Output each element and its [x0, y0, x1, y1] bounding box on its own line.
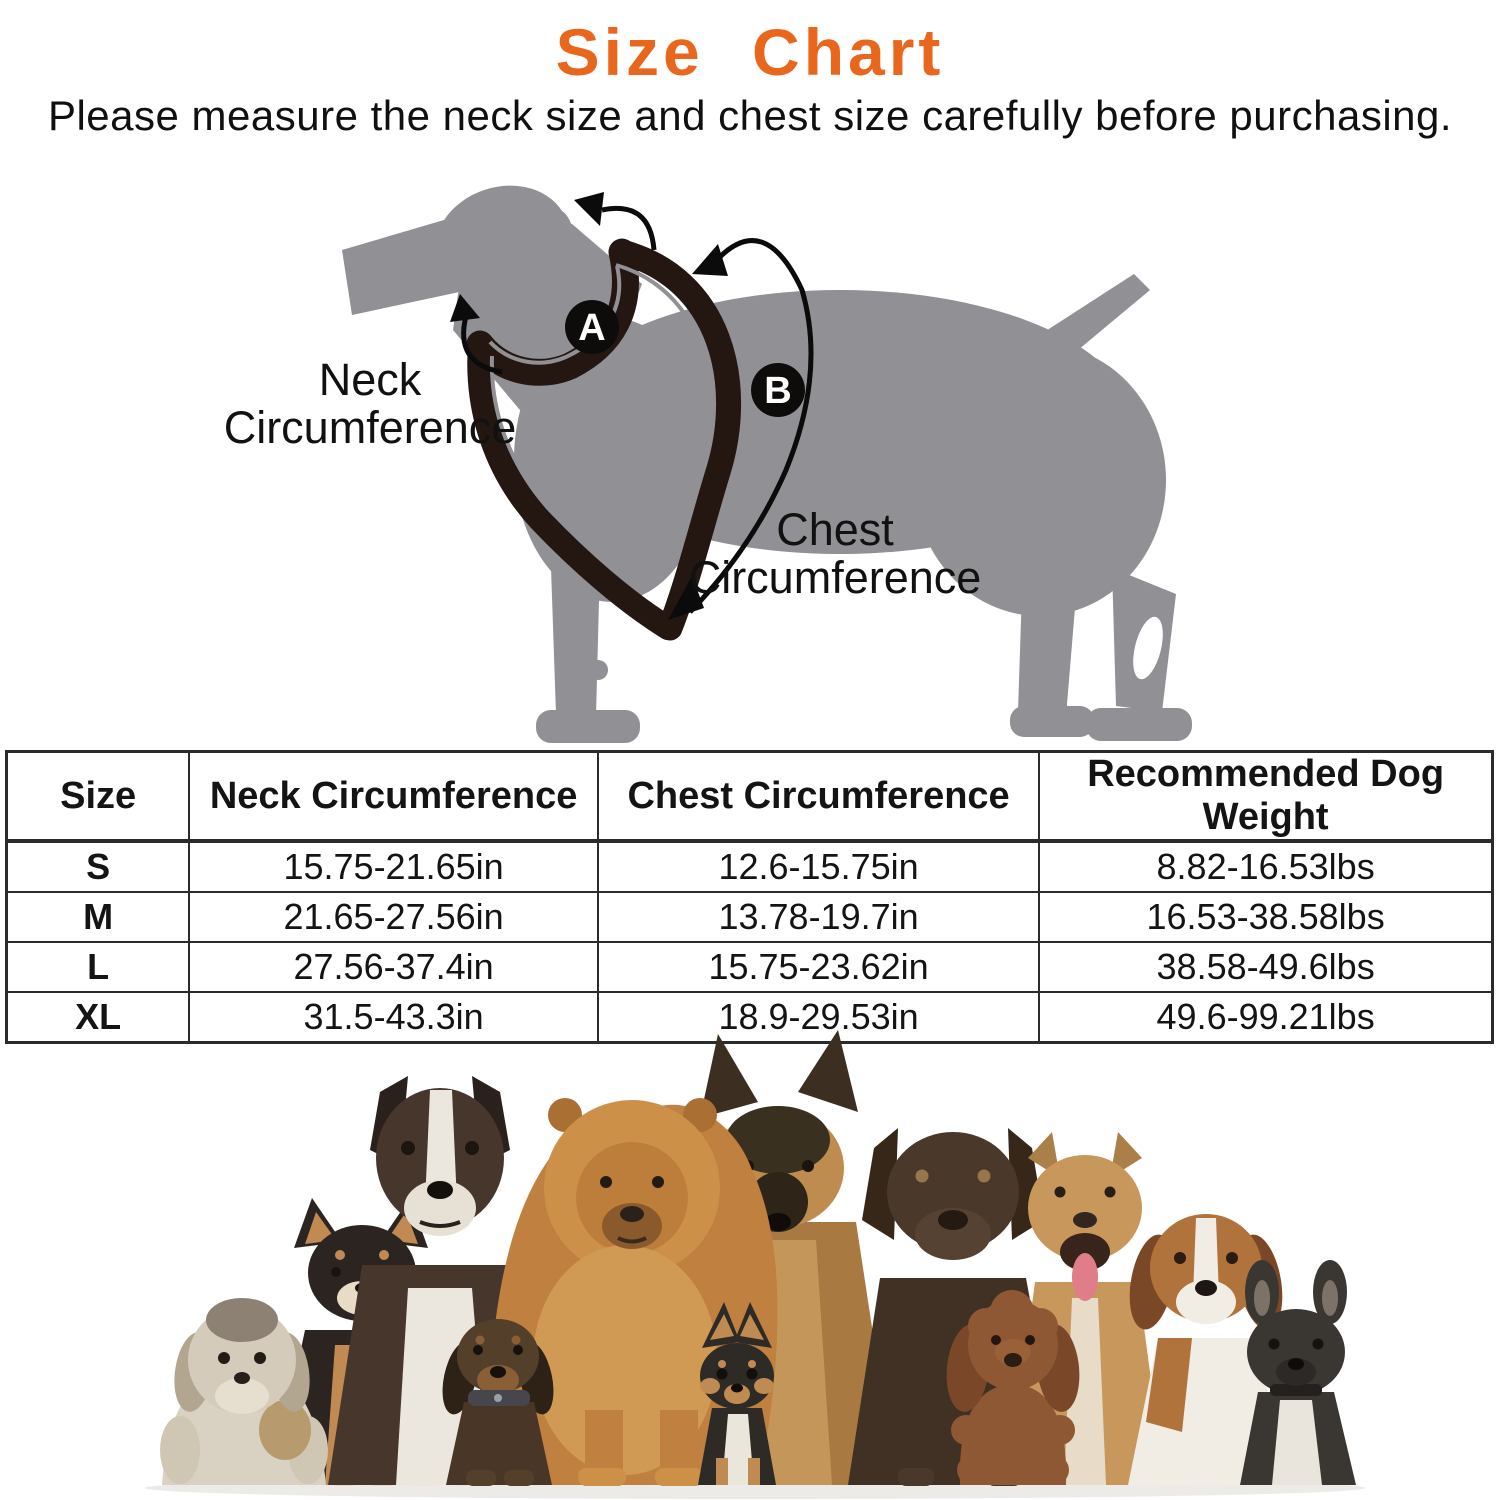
- page-title: Size Chart: [555, 15, 945, 89]
- dog-harness-diagram: A B: [342, 185, 1192, 743]
- cell-weight-xl: 49.6-99.21lbs: [1038, 991, 1494, 1044]
- cell-size-s: S: [5, 840, 191, 893]
- cell-size-xl: XL: [5, 991, 191, 1044]
- cell-weight-s: 8.82-16.53lbs: [1038, 840, 1494, 893]
- cell-neck-l: 27.56-37.4in: [188, 941, 599, 993]
- withers-arrow: [601, 205, 657, 251]
- badge-b-letter: B: [764, 370, 791, 412]
- harness-chest-strap: [467, 332, 680, 640]
- harness-girth-strap: [609, 239, 741, 641]
- size-table: Size Neck Circumference Chest Circumfere…: [5, 750, 1494, 1044]
- chest-circumference-label: Chest Circumference: [650, 506, 1020, 602]
- chest-label-line2: Circumference: [688, 552, 982, 603]
- cell-chest-m: 13.78-19.7in: [596, 891, 1041, 943]
- harness-neck-strap: [466, 238, 639, 386]
- dog-dachshund: [442, 1319, 554, 1486]
- badge-a-letter: A: [578, 307, 605, 349]
- chest-label-line1: Chest: [776, 504, 894, 555]
- cell-neck-xl: 31.5-43.3in: [188, 991, 599, 1044]
- cell-size-l: L: [5, 941, 191, 993]
- badge-b: B: [751, 363, 805, 417]
- arrowheads: [450, 192, 728, 620]
- dog-poodle: [946, 1290, 1080, 1485]
- cell-chest-xl: 18.9-29.53in: [596, 991, 1041, 1044]
- cell-weight-m: 16.53-38.58lbs: [1038, 891, 1494, 943]
- col-header-weight: Recommended Dog Weight: [1038, 750, 1494, 843]
- size-table-header-row: Size Neck Circumference Chest Circumfere…: [5, 750, 1494, 843]
- col-header-neck: Neck Circumference: [188, 750, 599, 843]
- dog-silhouette: [342, 185, 1192, 743]
- table-row-s: S 15.75-21.65in 12.6-15.75in 8.82-16.53l…: [5, 840, 1494, 893]
- cell-neck-m: 21.65-27.56in: [188, 891, 599, 943]
- cell-chest-s: 12.6-15.75in: [596, 840, 1041, 893]
- cell-chest-l: 15.75-23.62in: [596, 941, 1041, 993]
- col-header-chest: Chest Circumference: [596, 750, 1041, 843]
- col-header-size: Size: [5, 750, 191, 843]
- hock-gap: [1133, 616, 1163, 680]
- harness: [466, 238, 741, 641]
- neck-measure-arrow: [461, 315, 503, 375]
- dog-shih-tzu: [160, 1298, 328, 1485]
- chest-measure-arc: [688, 238, 814, 614]
- table-row-l: L 27.56-37.4in 15.75-23.62in 38.58-49.6l…: [5, 941, 1494, 993]
- table-row-xl: XL 31.5-43.3in 18.9-29.53in 49.6-99.21lb…: [5, 991, 1494, 1044]
- measure-arrows: [461, 205, 814, 614]
- dog-group-photo: [145, 1030, 1365, 1499]
- table-row-m: M 21.65-27.56in 13.78-19.7in 16.53-38.58…: [5, 891, 1494, 943]
- neck-label-line2: Circumference: [223, 402, 517, 453]
- neck-label-line1: Neck: [318, 354, 422, 405]
- badge-a: A: [565, 300, 619, 354]
- harness-stitch-lines: [488, 263, 713, 512]
- cell-weight-l: 38.58-49.6lbs: [1038, 941, 1494, 993]
- dog-chihuahua: [698, 1302, 776, 1485]
- dog-french-bulldog: [1240, 1260, 1356, 1485]
- neck-circumference-label: Neck Circumference: [200, 356, 540, 452]
- cell-neck-s: 15.75-21.65in: [188, 840, 599, 893]
- page-subtitle: Please measure the neck size and chest s…: [47, 92, 1453, 139]
- cell-size-m: M: [5, 891, 191, 943]
